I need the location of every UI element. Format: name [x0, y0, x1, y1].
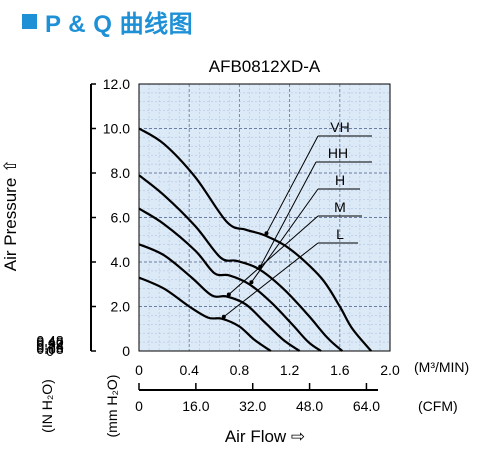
x-tick-label-m3: 1.2 — [280, 362, 300, 378]
y-tick-label-mm: 8.0 — [111, 165, 131, 181]
series-label-h: H — [335, 172, 345, 188]
x-unit-m3: (M³/MIN) — [414, 359, 469, 375]
series-line-vh — [138, 127, 373, 352]
x-tick-label-m3: 1.6 — [330, 362, 350, 378]
y-tick-label-in: 0.32 — [36, 336, 63, 352]
callout-dot-l — [221, 314, 226, 319]
y-tick-label-in: 0 — [46, 343, 54, 359]
callout-leader-hh — [259, 161, 317, 267]
callout-dot-h — [249, 280, 254, 285]
callout-leader-m — [228, 215, 319, 295]
heading: P & Q 曲线图 — [22, 6, 194, 38]
callout-leader-l — [223, 242, 319, 318]
callout-leader-vh — [266, 135, 319, 234]
x-tick-label-cfm: 16.0 — [182, 398, 209, 414]
series-label-l: L — [336, 226, 344, 242]
series-line-h — [138, 207, 322, 352]
y-tick-label-mm: 4.0 — [111, 254, 131, 270]
x-tick-label-m3: 0.4 — [179, 362, 199, 378]
y-axis-label: Air Pressure ⇧ — [1, 159, 20, 272]
x-tick-label-m3: 0 — [135, 362, 143, 378]
x-tick-label-cfm: 0 — [135, 398, 143, 414]
y-tick-label-in: 0.40 — [36, 334, 63, 350]
x-axis-label: Air Flow ⇨ — [225, 427, 305, 446]
series-line-l — [138, 276, 272, 352]
series-line-hh — [138, 174, 344, 352]
x-tick-label-m3: 2.0 — [380, 362, 400, 378]
x-tick-label-m3: 0.8 — [230, 362, 250, 378]
y-tick-label-in: 0.16 — [36, 339, 63, 355]
x-tick-label-cfm: 32.0 — [239, 398, 266, 414]
heading-square-icon — [22, 13, 37, 29]
y-tick-label-mm: 6.0 — [111, 210, 131, 226]
y-tick-label-mm: 0 — [122, 343, 130, 359]
chart-title: AFB0812XD-A — [209, 57, 321, 76]
callout-leader-h — [251, 188, 319, 283]
x-tick-label-cfm: 64.0 — [353, 398, 380, 414]
y-tick-label-in: 0.08 — [36, 341, 63, 357]
series-label-hh: HH — [328, 145, 348, 161]
plot-frame — [138, 83, 391, 352]
series-line-m — [138, 243, 301, 352]
callout-dot-vh — [264, 231, 269, 236]
y-unit-in: (IN H₂O) — [39, 379, 55, 433]
y-tick-label-mm: 12.0 — [103, 76, 130, 92]
y-tick-label-mm: 10.0 — [103, 121, 130, 137]
y-tick-label-in: 0.48 — [36, 332, 63, 348]
x-tick-label-cfm: 48.0 — [296, 398, 323, 414]
y-unit-mm: (mm H₂O) — [104, 375, 120, 438]
series-label-m: M — [334, 199, 346, 215]
y-tick-label-mm: 2.0 — [111, 299, 131, 315]
x-unit-cfm: (CFM) — [418, 398, 458, 414]
series-label-vh: VH — [330, 119, 349, 135]
heading-text: P & Q 曲线图 — [45, 10, 194, 38]
callout-dot-m — [226, 292, 231, 297]
y-tick-label-in: 0.24 — [36, 338, 63, 354]
